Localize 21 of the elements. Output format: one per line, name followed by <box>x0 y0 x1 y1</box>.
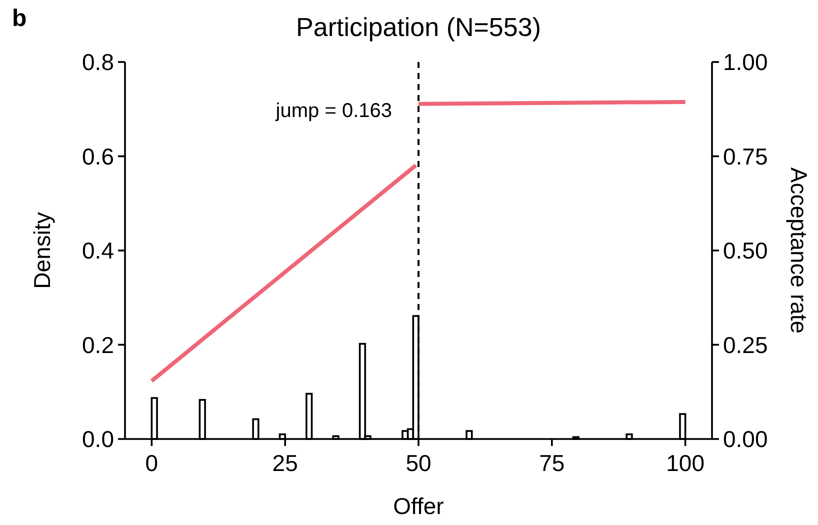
y-tick-label: 0.8 <box>82 49 114 75</box>
x-tick-label: 100 <box>666 450 705 476</box>
x-tick-label: 0 <box>145 450 158 476</box>
text: b <box>12 5 27 32</box>
y-axis-title: Density <box>29 212 55 289</box>
y2-tick-label: 1.00 <box>723 49 768 75</box>
annotation: jump = 0.163 <box>274 100 392 122</box>
y2-tick-label: 0.50 <box>723 238 768 264</box>
x-tick-label: 75 <box>539 450 565 476</box>
x-tick-label: 25 <box>272 450 298 476</box>
y2-tick-label: 0.25 <box>723 332 768 358</box>
y2-tick-label: 0.00 <box>723 426 768 452</box>
x-tick-label: 50 <box>406 450 432 476</box>
y-tick-label: 0.4 <box>82 238 114 264</box>
chart-title: Participation (N=553) <box>296 12 541 42</box>
x-axis-title: Offer <box>393 493 444 519</box>
y-tick-label: 0.6 <box>82 143 114 170</box>
y-tick-label: 0.2 <box>82 332 114 358</box>
y2-tick-label: 0.75 <box>723 143 768 170</box>
y2-axis-title: Acceptance rate <box>786 167 812 334</box>
y-tick-label: 0.0 <box>82 426 114 452</box>
